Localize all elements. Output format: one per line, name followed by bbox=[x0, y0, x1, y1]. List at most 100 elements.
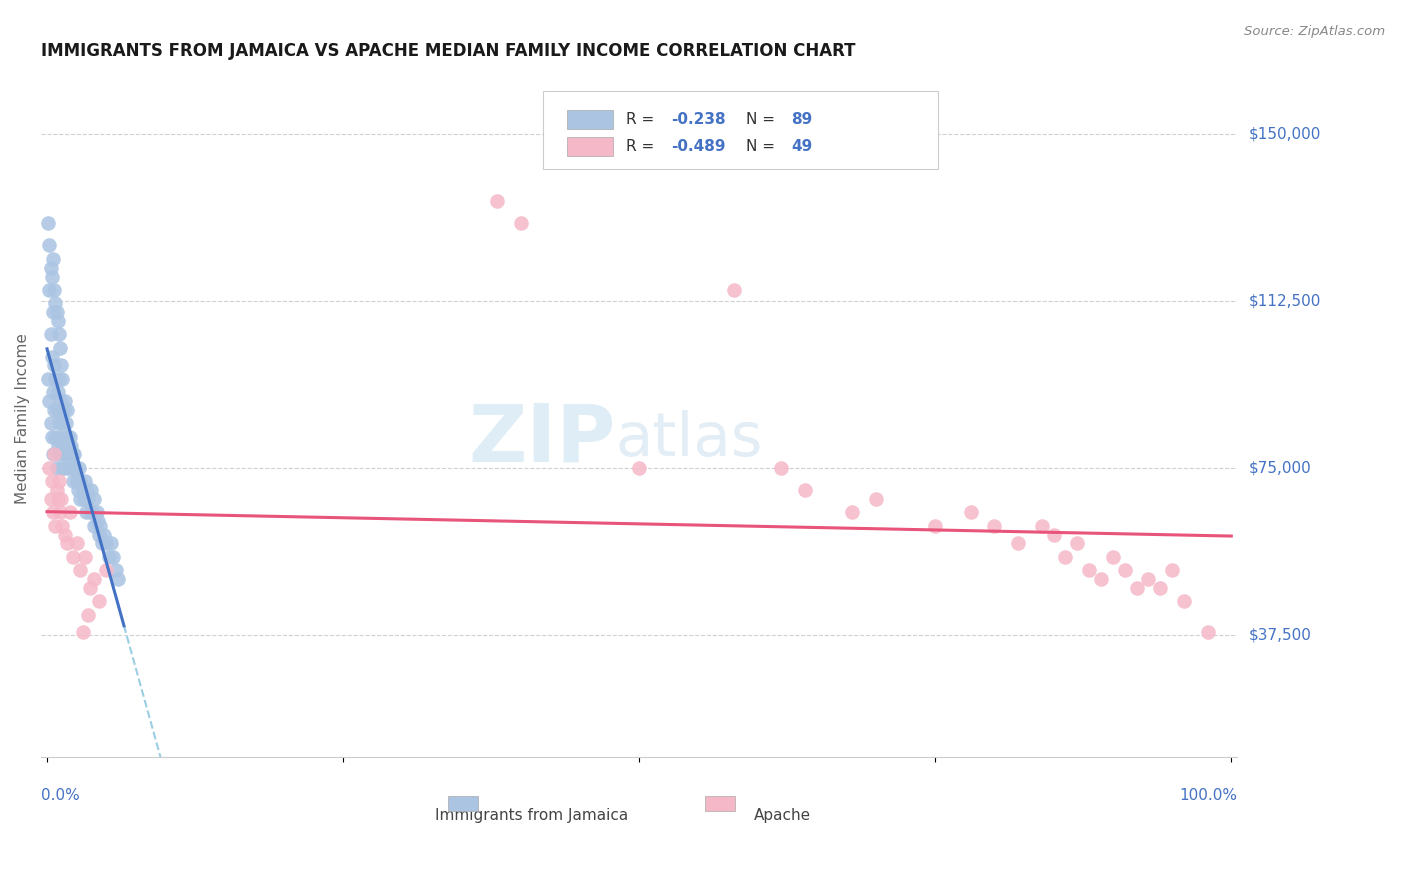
Point bbox=[62, 447, 84, 461]
Point bbox=[93, 527, 115, 541]
Point bbox=[97, 549, 120, 564]
Point bbox=[66, 536, 89, 550]
Point bbox=[59, 439, 82, 453]
Point bbox=[1007, 536, 1029, 550]
Point bbox=[73, 474, 96, 488]
Point bbox=[38, 238, 60, 252]
Point bbox=[46, 439, 69, 453]
Point bbox=[1197, 625, 1219, 640]
Point bbox=[1054, 549, 1077, 564]
Point bbox=[1137, 572, 1160, 586]
Point bbox=[38, 460, 60, 475]
Point bbox=[924, 518, 946, 533]
Text: 89: 89 bbox=[792, 112, 813, 127]
Point bbox=[770, 460, 793, 475]
Point bbox=[52, 403, 75, 417]
Point bbox=[959, 505, 981, 519]
Point bbox=[62, 474, 84, 488]
Point bbox=[46, 385, 69, 400]
FancyBboxPatch shape bbox=[568, 136, 613, 156]
Point bbox=[37, 372, 59, 386]
Point bbox=[53, 430, 76, 444]
FancyBboxPatch shape bbox=[568, 110, 613, 128]
Point bbox=[44, 372, 66, 386]
Point bbox=[45, 305, 67, 319]
Text: R =: R = bbox=[626, 112, 659, 127]
Point bbox=[69, 474, 91, 488]
Point bbox=[90, 536, 112, 550]
Point bbox=[53, 460, 76, 475]
Point bbox=[55, 417, 77, 431]
Text: $75,000: $75,000 bbox=[1249, 460, 1310, 475]
Text: $37,500: $37,500 bbox=[1249, 627, 1312, 642]
Point bbox=[66, 474, 89, 488]
Point bbox=[55, 447, 77, 461]
Point bbox=[83, 518, 105, 533]
Text: ZIP: ZIP bbox=[468, 401, 616, 478]
Point bbox=[48, 447, 70, 461]
Y-axis label: Median Family Income: Median Family Income bbox=[15, 334, 30, 504]
Point bbox=[96, 563, 118, 577]
Point bbox=[77, 607, 100, 622]
Point bbox=[51, 460, 73, 475]
Point bbox=[38, 394, 60, 409]
Point bbox=[39, 491, 62, 506]
Point bbox=[77, 491, 100, 506]
Point bbox=[53, 527, 76, 541]
Point bbox=[48, 474, 70, 488]
Point bbox=[42, 305, 65, 319]
Point bbox=[58, 447, 80, 461]
Point bbox=[841, 505, 863, 519]
Text: -0.489: -0.489 bbox=[672, 139, 725, 153]
Point bbox=[44, 296, 66, 310]
Point bbox=[56, 439, 79, 453]
Point bbox=[89, 594, 111, 608]
Point bbox=[49, 505, 72, 519]
Point bbox=[1102, 549, 1125, 564]
Text: Source: ZipAtlas.com: Source: ZipAtlas.com bbox=[1244, 25, 1385, 38]
FancyBboxPatch shape bbox=[544, 91, 938, 169]
FancyBboxPatch shape bbox=[447, 797, 478, 811]
Point bbox=[1090, 572, 1112, 586]
Point bbox=[51, 372, 73, 386]
Point bbox=[52, 447, 75, 461]
Point bbox=[45, 460, 67, 475]
Point bbox=[39, 417, 62, 431]
Point bbox=[103, 549, 125, 564]
Point bbox=[41, 350, 63, 364]
Point bbox=[96, 536, 118, 550]
Point bbox=[49, 341, 72, 355]
Point bbox=[62, 549, 84, 564]
Point bbox=[39, 327, 62, 342]
Point bbox=[76, 483, 98, 497]
Point bbox=[1149, 581, 1171, 595]
Point bbox=[46, 314, 69, 328]
Point bbox=[37, 216, 59, 230]
Text: N =: N = bbox=[745, 112, 779, 127]
Point bbox=[65, 460, 87, 475]
Text: N =: N = bbox=[745, 139, 779, 153]
Point bbox=[44, 518, 66, 533]
Point bbox=[107, 572, 129, 586]
Point bbox=[80, 483, 103, 497]
Text: $150,000: $150,000 bbox=[1249, 127, 1320, 142]
Point bbox=[86, 505, 108, 519]
Point bbox=[60, 447, 83, 461]
Point bbox=[51, 394, 73, 409]
Point bbox=[53, 394, 76, 409]
Text: Apache: Apache bbox=[754, 807, 811, 822]
Point bbox=[49, 430, 72, 444]
Point bbox=[42, 447, 65, 461]
Point bbox=[44, 447, 66, 461]
Point bbox=[42, 505, 65, 519]
Point bbox=[628, 460, 651, 475]
Point bbox=[83, 572, 105, 586]
Point bbox=[58, 460, 80, 475]
Point bbox=[73, 491, 96, 506]
Point bbox=[486, 194, 509, 208]
Point bbox=[66, 474, 89, 488]
Point bbox=[983, 518, 1005, 533]
Point bbox=[79, 505, 101, 519]
Point bbox=[44, 283, 66, 297]
Point bbox=[58, 430, 80, 444]
